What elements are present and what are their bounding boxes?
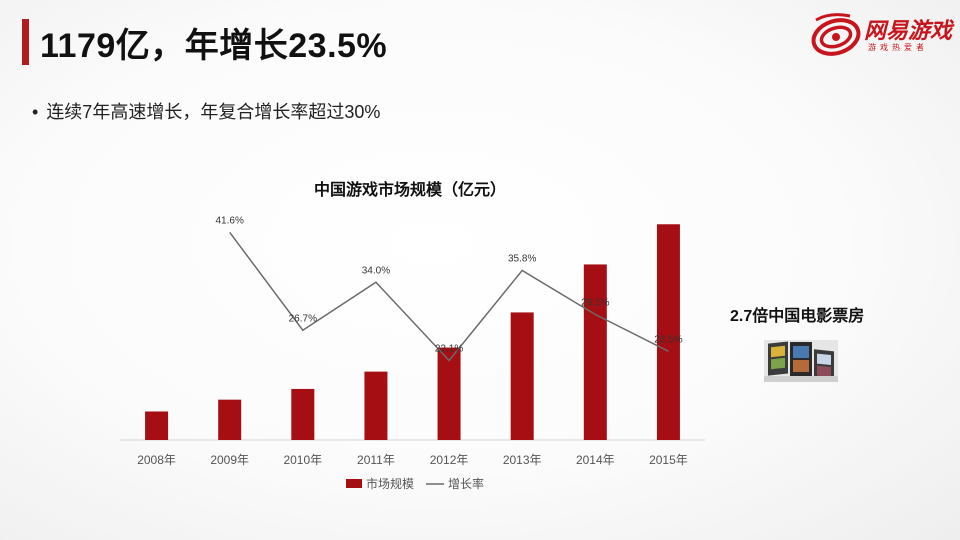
x-tick-label-1: 2009年: [210, 453, 249, 467]
growth-label-6: 29.1%: [581, 297, 609, 308]
bar-7: [656, 224, 680, 440]
bar-6: [583, 264, 607, 440]
growth-label-2: 26.7%: [289, 313, 317, 324]
logo-swirl-icon: [811, 13, 861, 56]
bar-5: [510, 312, 534, 440]
x-tick-label-6: 2014年: [576, 453, 615, 467]
bullet-dot: •: [32, 102, 39, 122]
bullet-text: 连续7年高速增长，年复合增长率超过30%: [46, 102, 381, 122]
title-accent-bar: [22, 19, 29, 65]
growth-label-4: 22.1%: [435, 343, 463, 354]
legend-bar-label: 市场规模: [366, 476, 414, 491]
growth-label-3: 34.0%: [362, 265, 390, 276]
bar-0: [145, 411, 169, 440]
bar-4: [437, 347, 461, 440]
logo-name: 网易游戏: [864, 18, 953, 43]
x-tick-label-5: 2013年: [503, 453, 542, 467]
bar-2: [291, 388, 315, 440]
growth-label-7: 23.5%: [654, 334, 682, 345]
film-reel-icon: [764, 340, 838, 382]
bullet-point: • 连续7年高速增长，年复合增长率超过30%: [32, 98, 380, 124]
growth-label-5: 35.8%: [508, 253, 536, 264]
logo-tagline: 游戏热爱者: [868, 43, 928, 52]
legend-bar-swatch: [346, 479, 362, 488]
page-title: 1179亿，年增长23.5%: [40, 27, 388, 65]
chart-title: 中国游戏市场规模（亿元）: [313, 182, 506, 199]
growth-label-1: 41.6%: [216, 215, 244, 226]
bar-1: [218, 399, 242, 440]
x-tick-label-3: 2011年: [357, 453, 395, 467]
x-tick-label-7: 2015年: [649, 453, 688, 467]
x-tick-label-2: 2010年: [283, 453, 322, 467]
x-tick-label-0: 2008年: [137, 453, 176, 467]
bar-3: [364, 371, 388, 440]
netease-games-logo: 网易游戏 游戏热爱者: [810, 10, 952, 60]
side-note: 2.7倍中国电影票房: [730, 308, 865, 325]
growth-rate-line: [229, 231, 669, 362]
legend-line-label: 增长率: [448, 476, 484, 491]
x-tick-label-4: 2012年: [430, 453, 469, 467]
